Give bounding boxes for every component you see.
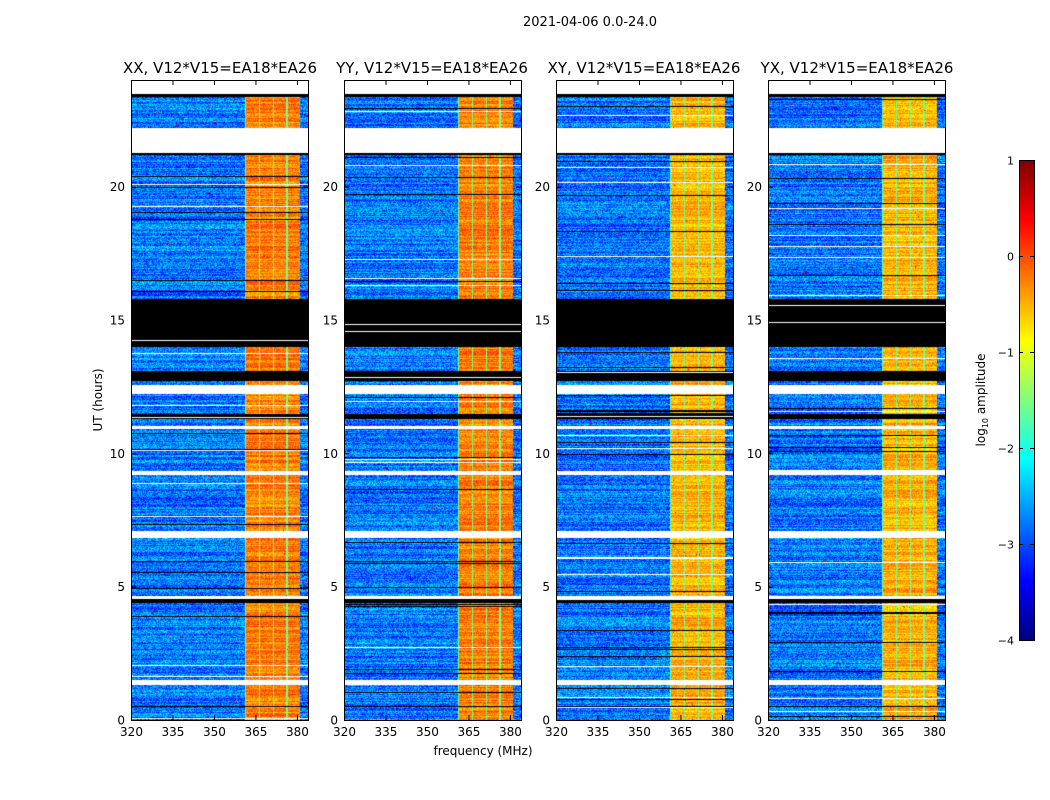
x-tick-label: 365 xyxy=(458,725,481,739)
y-tick-label: 5 xyxy=(754,580,762,594)
colorbar-label-main: log xyxy=(973,428,988,447)
y-tick-label: 15 xyxy=(323,314,338,328)
panel-title-xx: XX, V12*V15=EA18*EA26 xyxy=(122,59,318,77)
waterfall-yy xyxy=(344,80,521,720)
colorbar-label: log10 amplitude xyxy=(974,354,990,447)
waterfall-yx xyxy=(768,80,945,720)
colorbar-tick-label: 1 xyxy=(1007,155,1014,168)
figure-title: 2021-04-06 0.0-24.0 xyxy=(523,15,657,30)
colorbar-frame xyxy=(1019,160,1035,641)
x-tick-label: 380 xyxy=(923,725,946,739)
y-tick-label: 20 xyxy=(110,180,125,194)
x-tick-label: 380 xyxy=(499,725,522,739)
panel-title-yx: YX, V12*V15=EA18*EA26 xyxy=(760,59,954,77)
colorbar-label-sub: 10 xyxy=(981,417,991,429)
x-tick-label: 380 xyxy=(711,725,734,739)
colorbar-tick-label: −2 xyxy=(998,443,1014,456)
x-tick-label: 320 xyxy=(757,725,780,739)
x-tick-label: 320 xyxy=(120,725,143,739)
y-tick-label: 0 xyxy=(330,714,338,728)
y-tick-label: 10 xyxy=(535,447,550,461)
y-tick-label: 15 xyxy=(747,314,762,328)
x-axis-label: frequency (MHz) xyxy=(433,744,533,758)
x-tick-label: 335 xyxy=(587,725,610,739)
y-tick-label: 10 xyxy=(323,447,338,461)
y-tick-label: 5 xyxy=(330,580,338,594)
y-tick-label: 15 xyxy=(110,314,125,328)
x-tick-label: 350 xyxy=(628,725,651,739)
x-tick-label: 380 xyxy=(286,725,309,739)
y-tick-label: 5 xyxy=(542,580,550,594)
y-tick-label: 0 xyxy=(754,714,762,728)
x-tick-label: 350 xyxy=(840,725,863,739)
waterfall-xx xyxy=(131,80,308,720)
x-tick-label: 335 xyxy=(162,725,185,739)
panel-frame xyxy=(768,80,946,721)
x-tick-label: 320 xyxy=(333,725,356,739)
y-tick-label: 15 xyxy=(535,314,550,328)
y-tick-label: 10 xyxy=(110,447,125,461)
colorbar-tick-label: −1 xyxy=(998,347,1014,360)
y-axis-label: UT (hours) xyxy=(91,368,105,432)
y-tick-label: 20 xyxy=(323,180,338,194)
y-tick-label: 10 xyxy=(747,447,762,461)
y-tick-label: 0 xyxy=(117,714,125,728)
x-tick-label: 365 xyxy=(670,725,693,739)
colorbar xyxy=(1019,160,1034,640)
panel-title-xy: XY, V12*V15=EA18*EA26 xyxy=(547,59,741,77)
y-tick-label: 20 xyxy=(747,180,762,194)
x-tick-label: 365 xyxy=(882,725,905,739)
panel-frame xyxy=(344,80,522,721)
colorbar-tick-label: 0 xyxy=(1007,251,1014,264)
waterfall-xy xyxy=(556,80,733,720)
y-tick-label: 5 xyxy=(117,580,125,594)
colorbar-tick-label: −4 xyxy=(998,635,1014,648)
x-tick-label: 350 xyxy=(203,725,226,739)
x-tick-label: 335 xyxy=(375,725,398,739)
x-tick-label: 350 xyxy=(416,725,439,739)
y-tick-label: 20 xyxy=(535,180,550,194)
colorbar-label-rest: amplitude xyxy=(973,353,988,418)
panel-frame xyxy=(556,80,734,721)
panel-title-yy: YY, V12*V15=EA18*EA26 xyxy=(336,59,528,77)
y-tick-label: 0 xyxy=(542,714,550,728)
x-tick-label: 335 xyxy=(799,725,822,739)
x-tick-label: 365 xyxy=(245,725,268,739)
panel-frame xyxy=(131,80,309,721)
colorbar-tick-label: −3 xyxy=(998,539,1014,552)
x-tick-label: 320 xyxy=(545,725,568,739)
